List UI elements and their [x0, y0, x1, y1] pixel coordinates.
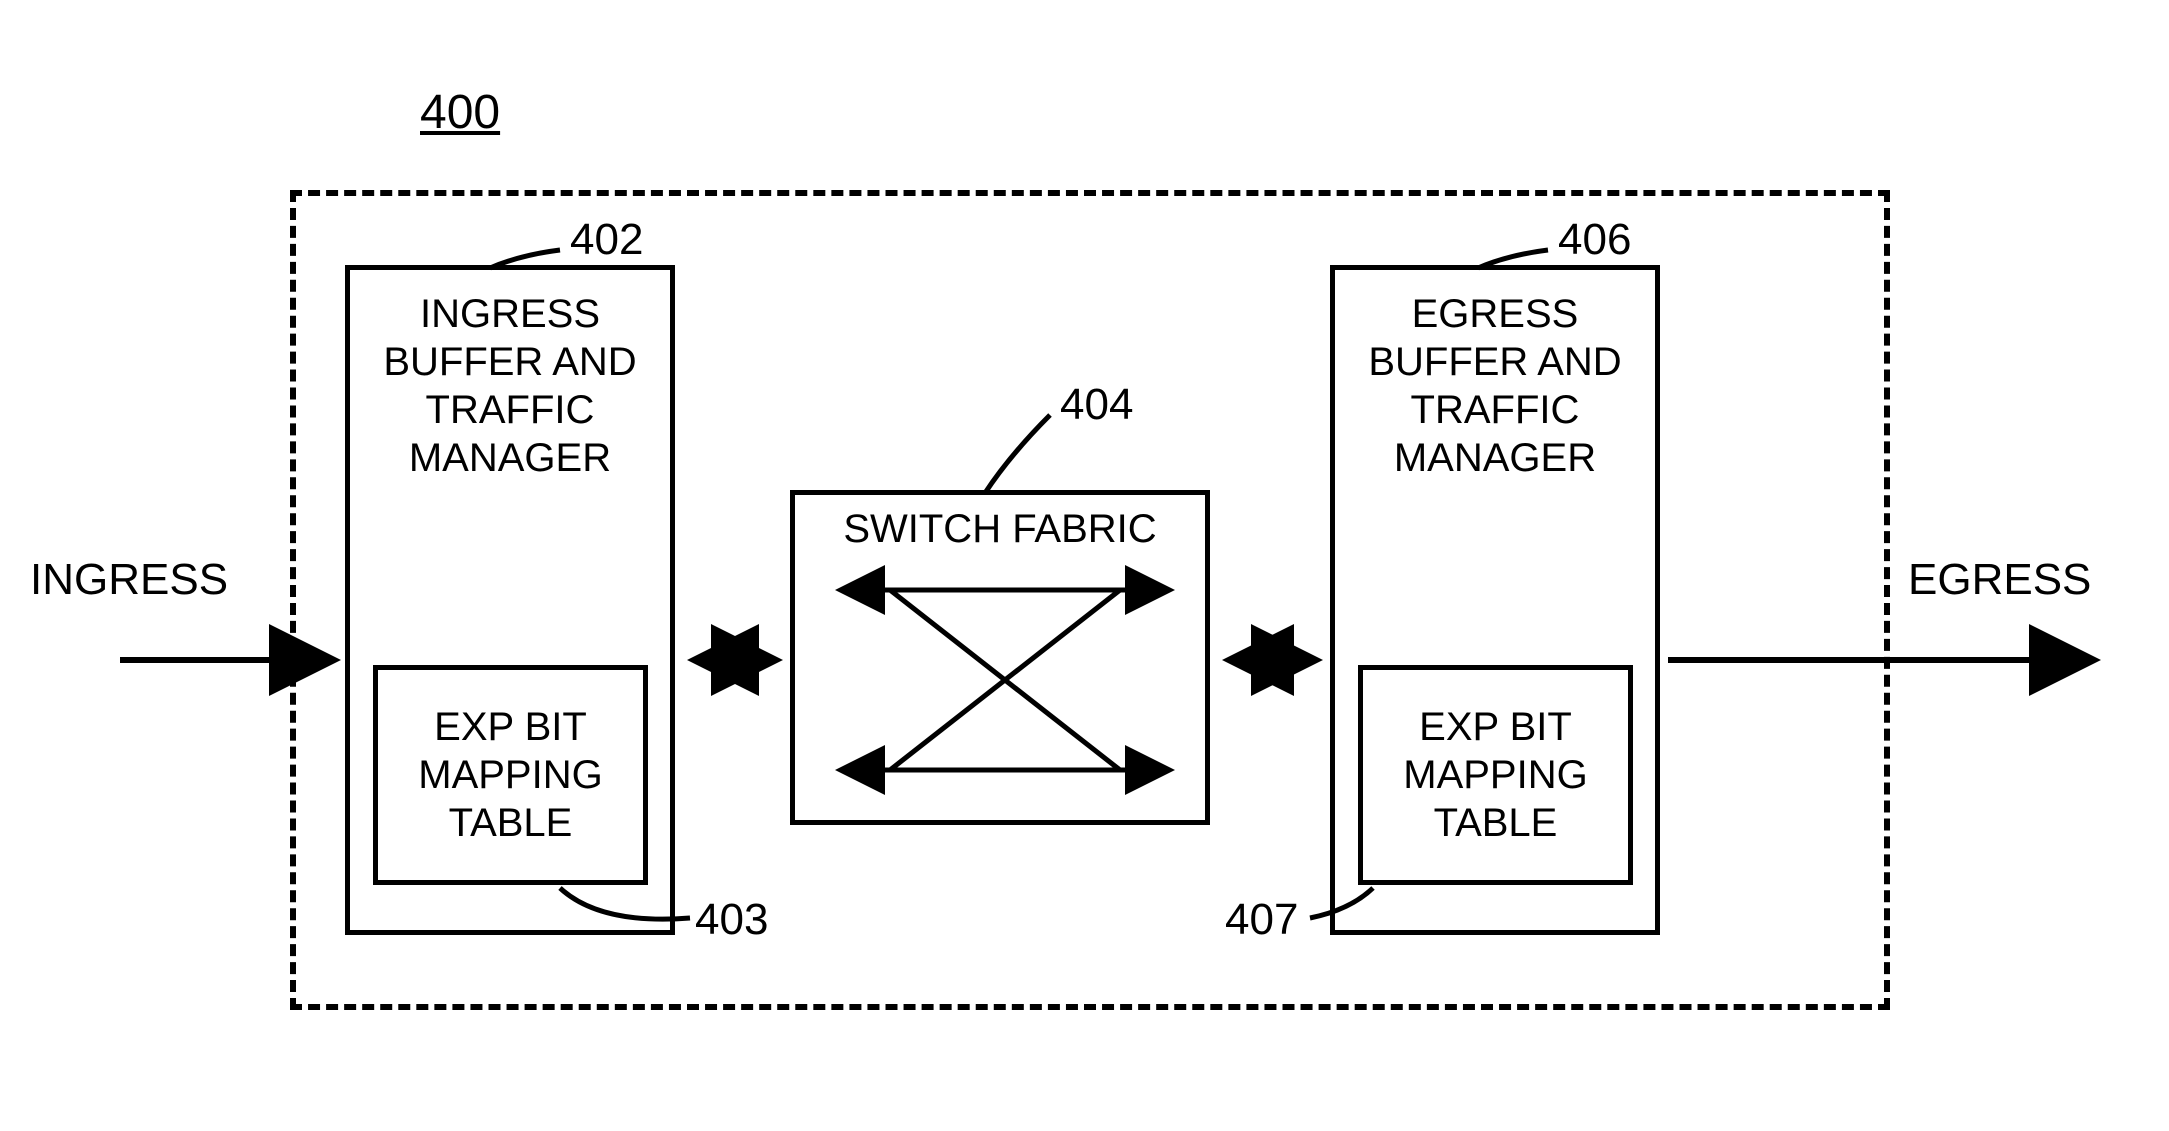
ref-407: 407	[1225, 895, 1298, 945]
ref-406: 406	[1558, 215, 1631, 265]
switch-fabric-block: SWITCH FABRIC	[790, 490, 1210, 825]
egress-block-title: EGRESS BUFFER AND TRAFFIC MANAGER	[1368, 270, 1621, 482]
figure-number: 400	[420, 85, 500, 140]
ingress-mapping-table-text: EXP BIT MAPPING TABLE	[418, 703, 602, 847]
ref-402: 402	[570, 215, 643, 265]
egress-label: EGRESS	[1908, 555, 2091, 605]
crossbar-icon	[795, 495, 1215, 830]
egress-mapping-table-text: EXP BIT MAPPING TABLE	[1403, 703, 1587, 847]
ref-404: 404	[1060, 380, 1133, 430]
ingress-block-title: INGRESS BUFFER AND TRAFFIC MANAGER	[383, 270, 636, 482]
ingress-mapping-table: EXP BIT MAPPING TABLE	[373, 665, 648, 885]
egress-mapping-table: EXP BIT MAPPING TABLE	[1358, 665, 1633, 885]
ingress-label: INGRESS	[30, 555, 228, 605]
diagram-container: 400 INGRESS BUFFER AND TRAFFIC MANAGER E…	[0, 0, 2169, 1131]
ref-403: 403	[695, 895, 768, 945]
